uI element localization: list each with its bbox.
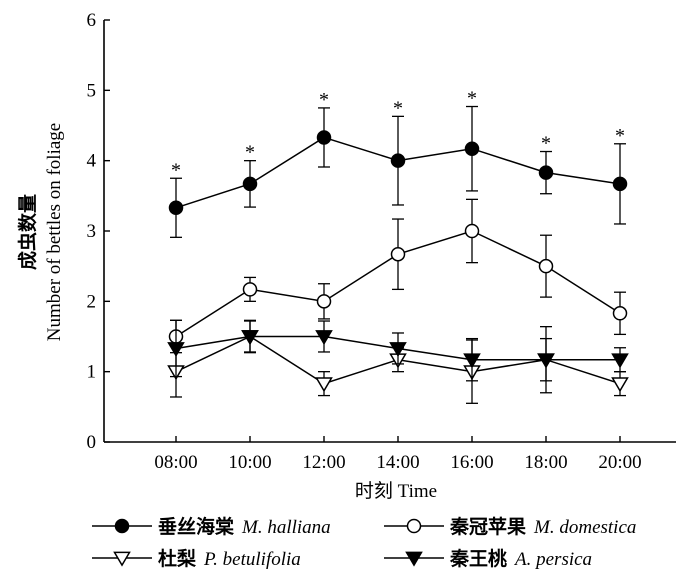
data-point: [611, 353, 629, 369]
data-point: [538, 165, 554, 180]
legend-label: 秦冠苹果 M. domestica: [449, 515, 636, 538]
y-tick-label: 3: [87, 221, 97, 242]
data-point: [242, 282, 258, 297]
legend-label-sci: M. domestica: [533, 517, 636, 538]
data-point: [390, 153, 406, 168]
y-tick-label: 6: [87, 10, 97, 31]
legend-label: 垂丝海棠 M. halliana: [158, 515, 331, 538]
legend-label: 秦王桃 A. persica: [449, 547, 592, 570]
axes: [103, 20, 676, 443]
legend-label: 杜梨 P. betulifolia: [158, 547, 301, 570]
legend-label-sci: A. persica: [513, 549, 592, 570]
legend-label-sci: M. halliana: [241, 517, 331, 538]
x-tick-label: 10:00: [228, 452, 271, 473]
x-tick-label: 20:00: [598, 452, 641, 473]
y-axis-label-en: Number of bettles on foliage: [44, 123, 65, 341]
x-tick-label: 12:00: [302, 452, 345, 473]
legend-item: 杜梨 P. betulifolia: [92, 547, 301, 570]
y-ticks: 0 1 2 3 4 5 6: [87, 10, 110, 453]
significance-mark: *: [171, 159, 181, 181]
data-point: [242, 176, 258, 192]
legend-marker: [406, 518, 422, 534]
legend-label-cn: 垂丝海棠: [158, 515, 235, 538]
significance-mark: *: [541, 133, 551, 155]
series-0: * * * * * * *: [168, 88, 628, 238]
data-point: [612, 306, 628, 321]
data-point: [315, 330, 333, 346]
legend-marker: [114, 518, 130, 534]
data-point: [464, 141, 480, 156]
x-tick-label: 18:00: [524, 452, 567, 473]
plot-area: * * * * * * *: [167, 88, 629, 404]
legend-item: 秦冠苹果 M. domestica: [384, 515, 636, 538]
y-tick-label: 5: [87, 80, 97, 101]
data-point: [611, 377, 629, 393]
significance-mark: *: [467, 88, 477, 110]
data-point: [316, 294, 332, 309]
data-point: [167, 342, 185, 358]
y-axis-label-cn: 成虫数量: [16, 194, 39, 270]
data-point: [315, 377, 333, 393]
x-tick-label: 16:00: [450, 452, 493, 473]
legend-label-cn: 杜梨: [158, 547, 197, 570]
series-1: [168, 198, 628, 354]
data-point: [390, 246, 406, 262]
data-point: [463, 353, 481, 369]
legend-marker: [113, 551, 131, 567]
x-tick-label: 14:00: [376, 452, 419, 473]
legend-marker: [405, 551, 423, 567]
y-tick-label: 2: [87, 291, 97, 312]
significance-mark: *: [319, 89, 329, 111]
series-3: [167, 319, 629, 382]
y-tick-label: 4: [87, 151, 97, 172]
data-point: [537, 353, 555, 369]
data-point: [389, 342, 407, 358]
data-point: [538, 258, 554, 274]
significance-mark: *: [245, 142, 255, 164]
legend-label-sci: P. betulifolia: [203, 549, 301, 570]
legend-label-cn: 秦王桃: [449, 547, 507, 570]
x-tick-label: 08:00: [154, 452, 197, 473]
legend: 垂丝海棠 M. halliana 秦冠苹果 M. domestica 杜梨 P. betu…: [92, 515, 636, 570]
data-point: [316, 130, 332, 145]
data-point: [168, 200, 184, 216]
legend-label-cn: 秦冠苹果: [449, 515, 526, 538]
x-axis-label: 时刻 Time: [355, 480, 437, 502]
significance-mark: *: [615, 125, 625, 147]
legend-item: 垂丝海棠 M. halliana: [92, 515, 331, 538]
significance-mark: *: [393, 97, 403, 119]
y-tick-label: 1: [87, 362, 97, 383]
data-point: [612, 176, 628, 192]
y-tick-label: 0: [87, 432, 97, 453]
data-point: [241, 330, 259, 346]
data-point: [464, 223, 480, 239]
x-ticks: 08:00 10:00 12:00 14:00 16:00 18:00 20:00: [154, 436, 642, 473]
legend-item: 秦王桃 A. persica: [384, 547, 592, 570]
